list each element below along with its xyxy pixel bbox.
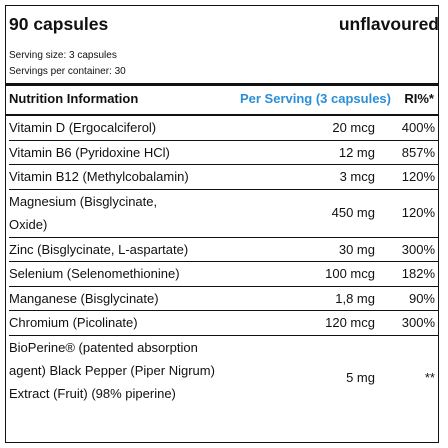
nutrient-name: Vitamin B12 (Methylcobalamin) — [9, 169, 189, 184]
nutrient-name: Vitamin D (Ergocalciferol) — [9, 120, 157, 135]
table-row: Vitamin B6 (Pyridoxine HCl) 12 mg 857% — [9, 141, 439, 165]
nutrient-ri: 300% — [401, 241, 435, 257]
nutrient-table: Vitamin D (Ergocalciferol) 20 mcg 400% V… — [9, 116, 439, 428]
table-row: Magnesium (Bisglycinate, Oxide) 450 mg 1… — [9, 190, 439, 238]
nutrient-ri: 400% — [401, 120, 435, 135]
nutrient-amount: 20 mcg — [332, 120, 375, 135]
nutrient-ri: 857% — [401, 144, 435, 160]
flavour: unflavoured — [338, 14, 439, 34]
nutrient-amount: 120 mcg — [325, 315, 375, 330]
nutrient-amount: 30 mg — [338, 241, 375, 257]
header-divider — [5, 114, 439, 116]
column-header-per-serving: Per Serving (3 capsules) — [239, 91, 391, 106]
table-row: Zinc (Bisglycinate, L-aspartate) 30 mg 3… — [9, 238, 439, 262]
table-row: Chromium (Picolinate) 120 mcg 300% — [9, 311, 439, 336]
nutrient-amount: 12 mg — [338, 144, 375, 160]
nutrient-ri: 182% — [401, 266, 435, 281]
table-row: Vitamin D (Ergocalciferol) 20 mcg 400% — [9, 116, 439, 141]
table-row: BioPerine® (patented absorption agent) B… — [9, 336, 439, 428]
nutrient-amount: 450 mg — [331, 204, 375, 220]
table-row: Selenium (Selenomethionine) 100 mcg 182% — [9, 262, 439, 287]
nutrient-amount: 5 mg — [346, 369, 375, 385]
serving-size: Serving size: 3 capsules — [9, 50, 117, 61]
nutrient-ri: ** — [424, 369, 435, 385]
table-row: Manganese (Bisglycinate) 1,8 mg 90% — [9, 287, 439, 311]
nutrient-amount: 3 mcg — [339, 169, 375, 184]
nutrient-ri: 300% — [401, 315, 435, 330]
table-row: Vitamin B12 (Methylcobalamin) 3 mcg 120% — [9, 165, 439, 190]
nutrient-name: Manganese (Bisglycinate) — [9, 290, 159, 306]
nutrient-name: BioPerine® (patented absorption agent) B… — [9, 339, 215, 401]
table-header: Nutrition Information Per Serving (3 cap… — [9, 91, 439, 113]
servings-per-container: Servings per container: 30 — [9, 66, 126, 77]
nutrient-amount: 100 mcg — [325, 266, 375, 281]
nutrition-label — [5, 5, 439, 443]
column-header-ri: RI%* — [404, 91, 434, 106]
nutrient-name: Selenium (Selenomethionine) — [9, 266, 180, 281]
nutrient-name: Magnesium (Bisglycinate, Oxide) — [9, 193, 158, 232]
nutrient-name: Zinc (Bisglycinate, L-aspartate) — [9, 241, 189, 257]
pack-size: 90 capsules — [9, 14, 109, 34]
nutrient-name: Vitamin B6 (Pyridoxine HCl) — [9, 144, 170, 160]
nutrient-amount: 1,8 mg — [335, 290, 375, 306]
nutrient-ri: 120% — [401, 204, 435, 220]
column-header-nutrient: Nutrition Information — [9, 91, 139, 106]
nutrient-ri: 120% — [401, 169, 435, 184]
thick-divider — [5, 83, 439, 86]
nutrient-name: Chromium (Picolinate) — [9, 315, 138, 330]
nutrient-ri: 90% — [408, 290, 435, 306]
